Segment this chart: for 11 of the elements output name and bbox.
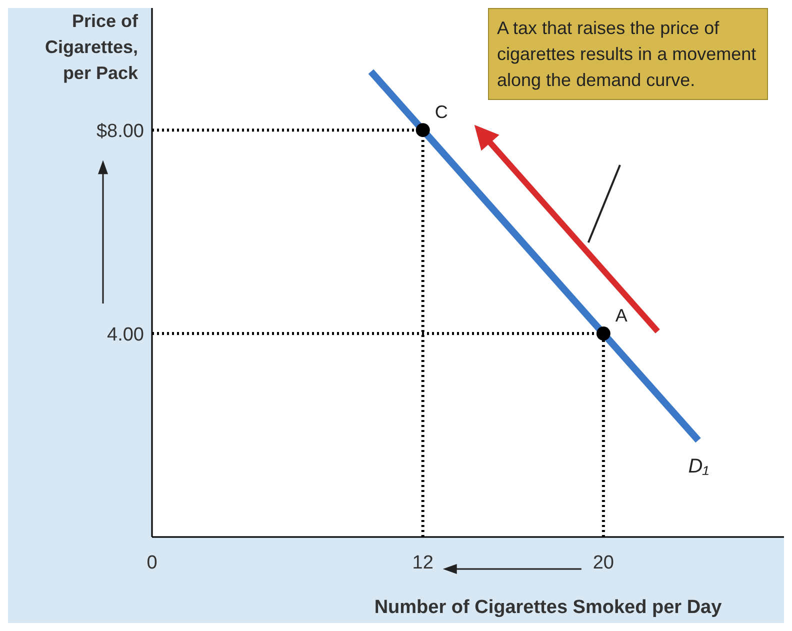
x-tick-label: 12 — [412, 552, 434, 574]
y-tick-label: $8.00 — [96, 120, 144, 142]
x-tick-label: 0 — [146, 552, 158, 574]
y-axis-title: Price of Cigarettes, per Pack — [44, 10, 138, 85]
annotation: A tax that raises the price of cigarettes results in a movement along the demand curve. — [488, 8, 768, 100]
annotation: A — [615, 306, 628, 326]
series-label: D₁ — [688, 455, 709, 478]
x-axis-title: Number of Cigarettes Smoked per Day — [374, 597, 722, 618]
x-tick-label: 20 — [592, 552, 614, 574]
annotation: C — [434, 102, 448, 122]
y-tick-label: 4.00 — [107, 324, 144, 346]
